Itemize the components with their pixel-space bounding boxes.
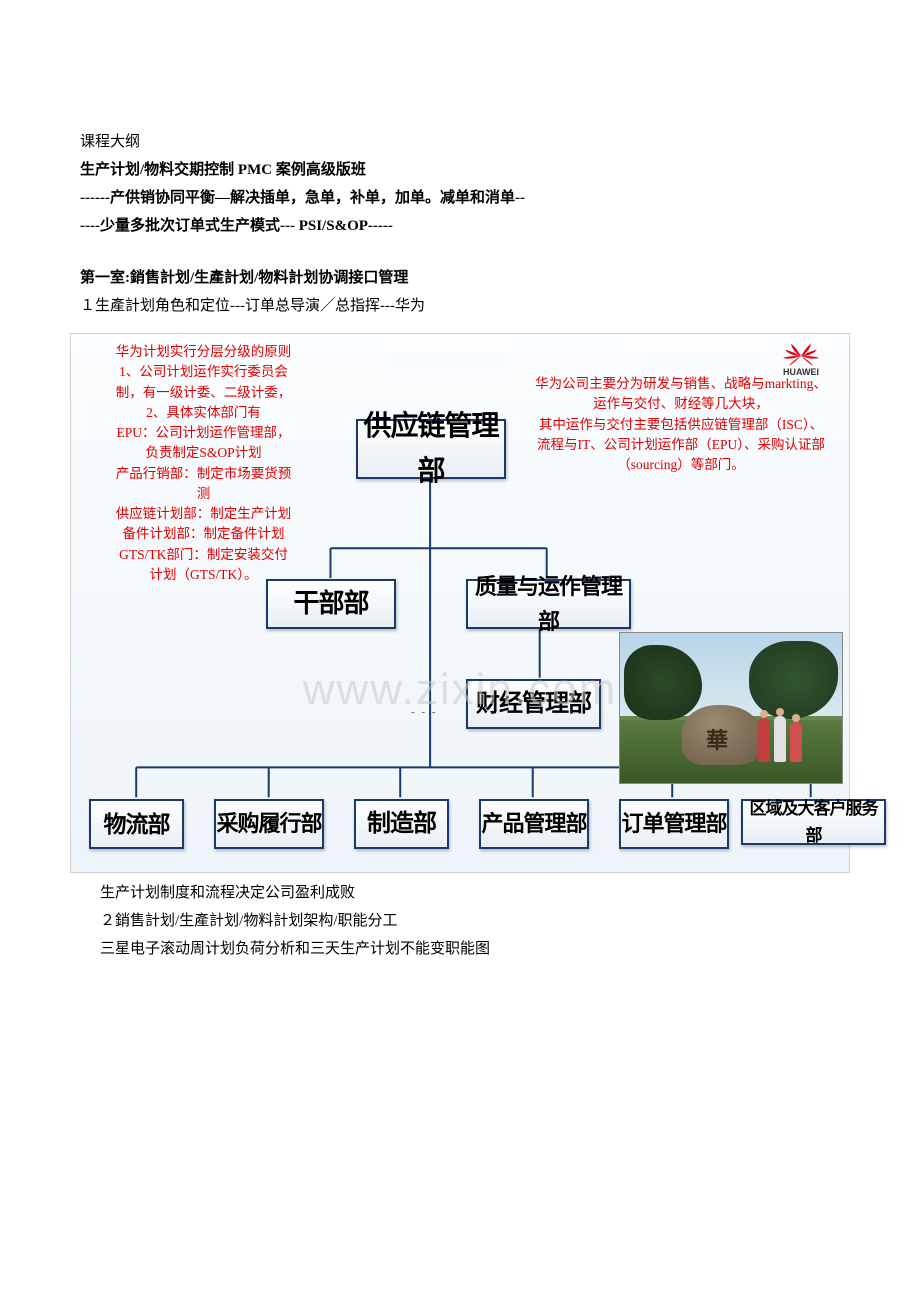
course-subtitle-1: ------产供销协同平衡—解决插单，急单，补单，加单。减单和消单-- — [80, 186, 840, 210]
post-text-line-2: ２銷售計划/生產計划/物料計划架构/职能分工 — [100, 909, 840, 933]
right-note-line: 其中运作与交付主要包括供应链管理部（ISC）、 — [539, 417, 823, 432]
right-note-line: 运作与交付、财经等几大块， — [593, 396, 769, 411]
left-note-line: 华为计划实行分层分级的原则 — [116, 344, 292, 359]
org-box-finance: 财经管理部 — [466, 679, 601, 729]
left-note-line: 2、具体实体部门有 — [146, 405, 261, 420]
right-annotation: 华为公司主要分为研发与销售、战略与markting、 运作与交付、财经等几大块，… — [511, 374, 851, 475]
right-note-line: （sourcing）等部门。 — [617, 457, 745, 472]
section-1-item-1: １生產計划角色和定位---订单总导演／总指挥---华为 — [80, 294, 840, 318]
left-note-line: 供应链计划部：制定生产计划 — [116, 506, 292, 521]
org-box-procurement: 采购履行部 — [214, 799, 324, 849]
left-note-line: 制，有一级计委、二级计委， — [116, 385, 292, 400]
site-photo — [619, 632, 843, 784]
org-box-order-mgmt: 订单管理部 — [619, 799, 729, 849]
course-subtitle-2: ----少量多批次订单式生产模式--- PSI/S&OP----- — [80, 214, 840, 238]
huawei-logo-icon: HUAWEI — [765, 342, 837, 378]
left-note-line: EPU：公司计划运作管理部， — [116, 425, 290, 440]
post-diagram-text: 生产计划制度和流程决定公司盈利成败 ２銷售計划/生產計划/物料計划架构/职能分工… — [80, 881, 840, 961]
left-annotation: 华为计划实行分层分级的原则 1、公司计划运作实行委员会 制，有一级计委、二级计委… — [91, 342, 316, 585]
section-1-title: 第一室:銷售計划/生產計划/物料計划协调接口管理 — [80, 266, 840, 290]
org-box-manufacturing: 制造部 — [354, 799, 449, 849]
post-text-line-3: 三星电子滚动周计划负荷分析和三天生产计划不能变职能图 — [100, 937, 840, 961]
left-note-line: 1、公司计划运作实行委员会 — [119, 364, 288, 379]
right-note-line: 华为公司主要分为研发与销售、战略与markting、 — [535, 376, 827, 391]
org-box-supply-chain: 供应链管理部 — [356, 419, 506, 479]
org-box-cadre: 干部部 — [266, 579, 396, 629]
left-note-line: 产品行销部：制定市场要货预 — [116, 466, 292, 481]
left-note-line: 计划（GTS/TK）。 — [150, 567, 258, 582]
svg-text:HUAWEI: HUAWEI — [783, 367, 819, 377]
org-chart-diagram: 华为计划实行分层分级的原则 1、公司计划运作实行委员会 制，有一级计委、二级计委… — [70, 333, 850, 873]
left-note-line: GTS/TK部门：制定安装交付 — [119, 547, 288, 562]
left-note-line: 备件计划部：制定备件计划 — [123, 526, 285, 541]
course-title: 生产计划/物料交期控制 PMC 案例高级版班 — [80, 158, 840, 182]
org-box-product-mgmt: 产品管理部 — [479, 799, 589, 849]
outline-label: 课程大纲 — [80, 130, 840, 154]
left-note-line: 负责制定S&OP计划 — [145, 445, 261, 460]
right-note-line: 流程与IT、公司计划运作部（EPU）、采购认证部 — [537, 437, 825, 452]
org-box-regional-service: 区域及大客户服务部 — [741, 799, 886, 845]
org-box-quality-ops: 质量与运作管理部 — [466, 579, 631, 629]
dash-connector-icon: - - - — [411, 704, 438, 722]
left-note-line: 测 — [197, 486, 211, 501]
post-text-line-1: 生产计划制度和流程决定公司盈利成败 — [100, 881, 840, 905]
org-box-logistics: 物流部 — [89, 799, 184, 849]
